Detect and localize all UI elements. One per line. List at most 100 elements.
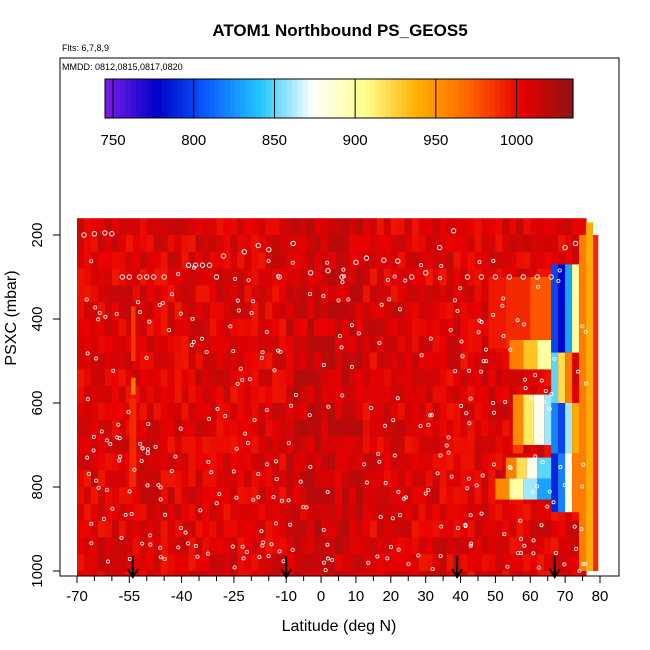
heatmap-cell — [202, 251, 210, 270]
heatmap-cell — [321, 403, 329, 421]
heatmap-cell — [146, 419, 155, 438]
heatmap-cell — [293, 470, 301, 488]
heatmap-cell — [118, 487, 127, 505]
heatmap-cell — [146, 503, 155, 522]
heatmap-cell — [195, 403, 204, 421]
heatmap-cell — [383, 319, 392, 337]
sample-point — [147, 319, 152, 324]
heatmap-cell — [237, 470, 245, 488]
heatmap-cell — [132, 453, 141, 471]
heatmap-cell — [181, 470, 190, 488]
heatmap-cell — [341, 218, 350, 236]
heatmap-cell — [77, 520, 85, 538]
colorbar-segment — [141, 79, 148, 118]
heatmap-cell — [328, 487, 336, 505]
heatmap-cell — [293, 302, 301, 320]
sample-point — [272, 368, 277, 373]
heatmap-cell — [467, 453, 475, 471]
heatmap-cell — [551, 251, 559, 270]
heatmap-cell — [97, 403, 106, 421]
heatmap-cell — [425, 352, 434, 370]
heatmap-cell — [453, 470, 462, 488]
heatmap-cell — [453, 419, 462, 438]
heatmap-cell — [390, 537, 399, 555]
sample-point — [385, 277, 390, 282]
heatmap-cell — [132, 235, 141, 253]
heatmap-cell — [272, 520, 280, 538]
heatmap-cell — [132, 470, 141, 488]
heatmap-cell — [565, 554, 573, 572]
heatmap-cell — [432, 302, 441, 320]
arrow-head — [548, 568, 561, 579]
heatmap-cell — [216, 571, 224, 576]
flight-point — [185, 262, 192, 268]
heatmap-cell — [209, 268, 217, 286]
heatmap-cell — [418, 352, 427, 370]
heatmap-cell — [397, 235, 406, 253]
heatmap-cell — [230, 319, 238, 337]
heatmap-cell — [474, 554, 482, 572]
heatmap-cell — [474, 235, 482, 253]
heatmap-cell — [251, 369, 259, 387]
sample-point — [340, 393, 345, 398]
heatmap-cell — [300, 571, 308, 576]
heatmap-cell — [390, 453, 399, 471]
heatmap-cell — [376, 235, 385, 253]
heatmap-cell — [90, 352, 99, 370]
heatmap-cell — [90, 369, 99, 387]
heatmap-cell — [244, 537, 252, 555]
sample-point — [385, 556, 390, 561]
heatmap-cell — [202, 302, 210, 320]
flight-point — [506, 274, 513, 280]
sample-point — [418, 263, 423, 268]
heatmap-cell — [348, 470, 357, 488]
heatmap-cell — [237, 403, 245, 421]
colorbar-segment — [250, 79, 257, 118]
heatmap-cell — [307, 369, 315, 387]
heatmap-cell — [314, 268, 322, 286]
heatmap-cell — [251, 285, 259, 303]
colorbar-segment — [380, 79, 387, 118]
heatmap-cell — [230, 302, 238, 320]
heatmap-cell — [153, 369, 162, 387]
heatmap-cell — [293, 453, 301, 471]
heatmap-cell — [439, 285, 448, 303]
heatmap-cell — [188, 285, 197, 303]
heatmap-cell — [502, 419, 510, 438]
sample-point — [231, 469, 236, 474]
heatmap-cell — [209, 285, 217, 303]
heatmap-anomaly-cell — [512, 394, 524, 445]
heatmap-cell — [216, 285, 224, 303]
heatmap-cell — [160, 369, 169, 387]
heatmap-cell — [383, 571, 392, 576]
heatmap-cell — [139, 352, 148, 370]
sample-point — [118, 454, 123, 459]
heatmap-cell — [125, 503, 134, 522]
heatmap-cell — [572, 251, 580, 270]
sample-point — [321, 294, 326, 299]
heatmap-cell — [321, 419, 329, 438]
heatmap-cell — [97, 319, 106, 337]
sample-point — [551, 500, 556, 505]
heatmap-cell — [328, 403, 336, 421]
x-tick-label: 0 — [317, 588, 325, 605]
heatmap-cell — [279, 386, 287, 404]
heatmap-cell — [195, 302, 204, 320]
heatmap-cell — [258, 386, 266, 404]
colorbar-segment — [489, 79, 496, 118]
heatmap-cell — [286, 235, 294, 253]
heatmap-cell — [174, 369, 183, 387]
heatmap-cell — [195, 554, 204, 572]
heatmap-cell — [432, 218, 441, 236]
heatmap-cell — [418, 268, 427, 286]
heatmap-cell — [251, 470, 259, 488]
heatmap-cell — [348, 352, 357, 370]
heatmap-cell — [362, 487, 371, 505]
heatmap-cell — [453, 386, 462, 404]
sample-point — [535, 484, 540, 489]
sample-point — [110, 506, 115, 511]
heatmap-cell — [307, 319, 315, 337]
heatmap-cell — [481, 268, 489, 286]
heatmap-cell — [272, 470, 280, 488]
sample-point — [515, 318, 520, 323]
